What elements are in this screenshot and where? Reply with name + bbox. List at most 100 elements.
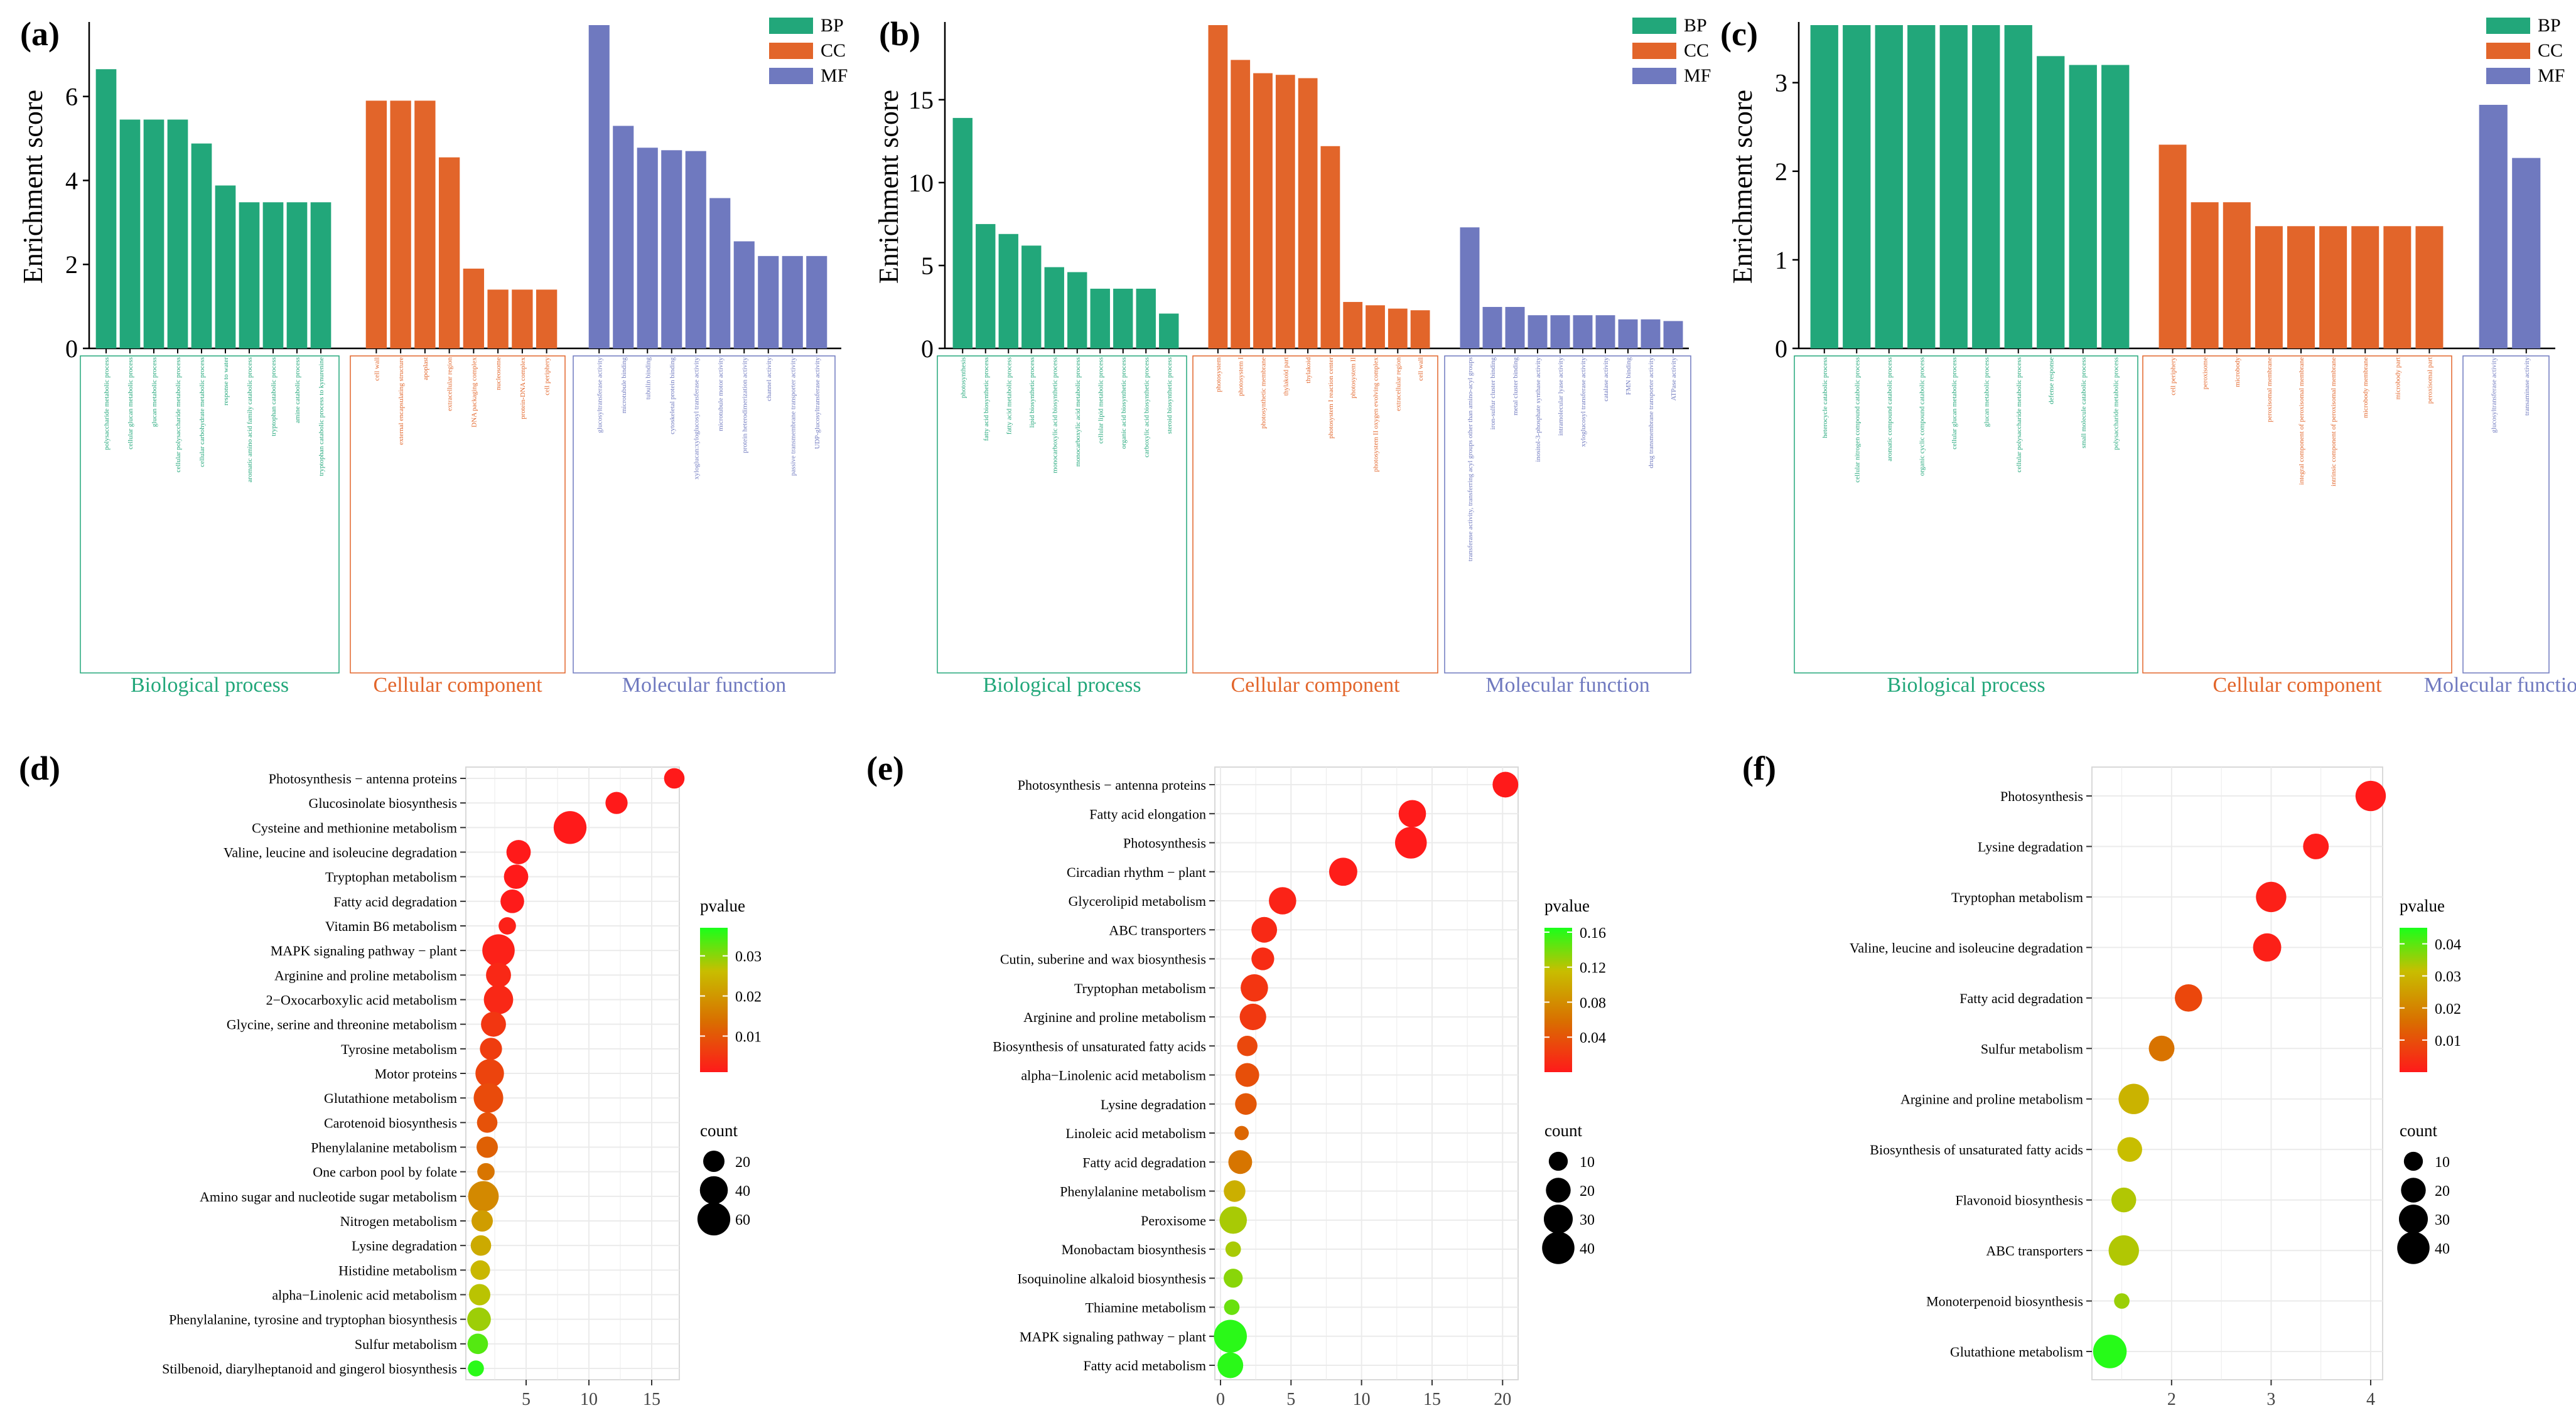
bar-bp	[191, 143, 212, 348]
colorbar-tick-label: 0.12	[1580, 960, 1606, 977]
category-label: cellular lipid metabolic process	[1097, 357, 1104, 444]
legend-swatch-cc	[2486, 43, 2530, 59]
data-point	[553, 811, 587, 844]
data-point	[483, 985, 514, 1014]
category-label: xyloglucan:xyloglucosyl transferase acti…	[693, 357, 700, 480]
section-box-bp	[937, 355, 1187, 674]
bar-mf	[806, 255, 827, 348]
category-label: drug transmembrane transporter activity	[1647, 357, 1655, 468]
pathway-label: 2−Oxocarboxylic acid metabolism	[266, 992, 457, 1008]
size-legend-title: count	[2400, 1121, 2437, 1140]
pathway-label: Phenylalanine metabolism	[1060, 1184, 1206, 1200]
bar-mf	[1573, 315, 1593, 348]
bar-bp	[143, 119, 164, 349]
category-label: organic cyclic compound catabolic proces…	[1918, 357, 1926, 476]
legend-swatch-bp	[769, 18, 813, 34]
data-point	[472, 1210, 493, 1232]
size-legend-dot	[2403, 1151, 2423, 1171]
bar-cc	[365, 100, 387, 348]
legend-swatch-mf	[769, 68, 813, 84]
pathway-label: Glucosinolate biosynthesis	[309, 795, 457, 811]
section-box-cc	[1192, 355, 1438, 674]
pathway-label: Linoleic acid metabolism	[1065, 1126, 1206, 1141]
data-point	[1329, 857, 1357, 886]
category-label: photosystem I	[1237, 357, 1245, 396]
data-point	[467, 1333, 488, 1355]
category-label: integral component of peroxisomal membra…	[2298, 357, 2305, 485]
size-legend-label: 20	[1580, 1183, 1595, 1200]
pathway-label: Photosynthesis − antenna proteins	[269, 771, 457, 787]
pvalue-colorbar	[2400, 928, 2427, 1072]
bar-mf	[613, 126, 634, 349]
bar-mf	[1641, 319, 1661, 348]
bar-cc	[2319, 226, 2347, 348]
category-label: cellular polysaccharide metabolic proces…	[2015, 357, 2023, 473]
x-tick-label: 0	[1216, 1390, 1225, 1409]
category-label: photosystem II	[1350, 357, 1357, 399]
section-label-cc: Cellular component	[373, 674, 542, 697]
pathway-label: Arginine and proline metabolism	[1023, 1009, 1206, 1025]
panel-label: (c)	[1720, 15, 1758, 53]
pathway-label: Phenylalanine metabolism	[311, 1140, 457, 1156]
pathway-label: Nitrogen metabolism	[340, 1213, 457, 1229]
category-label: microtubule binding	[620, 357, 628, 414]
bar-cc	[438, 157, 460, 348]
bar-cc	[1208, 25, 1228, 348]
data-point	[2175, 984, 2202, 1012]
bar-cc	[2223, 202, 2251, 348]
legend-swatch-mf	[1632, 68, 1676, 84]
data-point	[2355, 780, 2386, 812]
category-label: ATPase activity	[1670, 357, 1678, 401]
pathway-label: Fatty acid metabolism	[1083, 1358, 1206, 1373]
data-point	[2303, 834, 2329, 859]
data-point	[2117, 1137, 2142, 1162]
color-legend-title: pvalue	[700, 896, 745, 915]
size-legend-title: count	[700, 1121, 738, 1140]
data-point	[1224, 1269, 1243, 1288]
category-label: tryptophan catabolic process to kynureni…	[318, 357, 325, 476]
category-label: response to water	[222, 357, 230, 406]
bar-bp	[1810, 25, 1838, 348]
panel-label: (d)	[19, 749, 60, 787]
bar-bp	[1067, 272, 1087, 348]
legend-label-bp: BP	[1684, 15, 1707, 36]
pathway-label: ABC transporters	[1986, 1243, 2083, 1259]
category-label: fatty acid metabolic process	[1005, 357, 1013, 434]
pathway-label: Biosynthesis of unsaturated fatty acids	[1870, 1142, 2083, 1158]
pathway-label: Tryptophan metabolism	[1074, 981, 1206, 996]
category-label: small molecule catabolic process	[2080, 357, 2088, 448]
data-point	[1224, 1299, 1240, 1315]
colorbar-tick-label: 0.01	[2435, 1033, 2461, 1050]
data-point	[1239, 1003, 1266, 1031]
colorbar-tick-label: 0.16	[1580, 925, 1606, 942]
plot-panel	[2091, 766, 2383, 1380]
bar-mf	[1505, 306, 1525, 348]
category-label: polysaccharide metabolic process	[2112, 357, 2120, 450]
data-point	[1237, 1035, 1258, 1056]
pathway-label: Sulfur metabolism	[355, 1336, 457, 1352]
bar-cc	[487, 289, 509, 348]
section-label-cc: Cellular component	[1231, 674, 1400, 697]
data-point	[500, 889, 524, 913]
bar-mf	[733, 241, 755, 348]
bar-mf	[1528, 315, 1548, 348]
section-box-cc	[350, 355, 566, 674]
bar-cc	[2255, 226, 2283, 348]
size-legend-dot	[699, 1176, 728, 1205]
pathway-label: Vitamin B6 metabolism	[325, 918, 457, 934]
size-legend-label: 40	[2435, 1241, 2450, 1257]
category-label: microtubule motor activity	[717, 357, 725, 431]
x-tick-label: 10	[580, 1390, 598, 1409]
data-point	[1251, 947, 1275, 970]
bar-cc	[1343, 302, 1363, 348]
y-axis-title: Enrichment score	[18, 90, 48, 284]
pathway-label: Photosynthesis − antenna proteins	[1018, 777, 1206, 793]
section-label-mf: Molecular function	[2424, 674, 2576, 697]
data-point	[1214, 1319, 1247, 1353]
pathway-label: Glutathione metabolism	[1950, 1344, 2083, 1360]
bar-cc	[2191, 202, 2219, 348]
category-label: glucosyltransferase activity	[596, 357, 603, 433]
x-tick-label: 20	[1494, 1390, 1511, 1409]
category-label: cell wall	[1417, 357, 1425, 381]
